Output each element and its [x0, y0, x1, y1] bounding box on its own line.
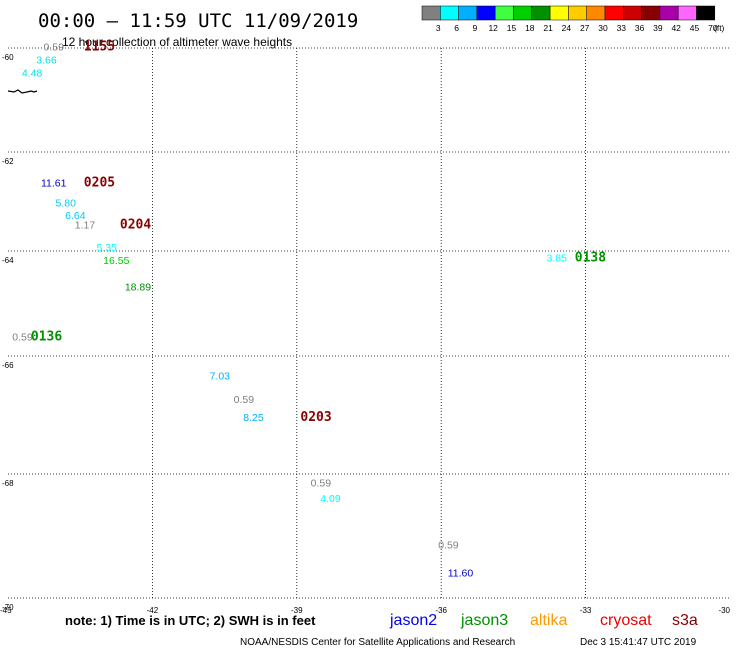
lon-tick-label: -42 [147, 606, 159, 615]
wave-height-value: 18.89 [125, 281, 151, 293]
wave-height-value: 11.60 [448, 567, 474, 579]
wave-height-value: 4.09 [320, 493, 341, 505]
wave-height-value: 4.48 [22, 68, 43, 80]
lat-tick-label: -66 [2, 361, 14, 370]
wave-height-value: 5.35 [96, 242, 117, 254]
wave-height-legend: 3 6 9 12 15 18 21 24 27 30 33 36 39 42 45 70 [421, 5, 718, 33]
pass-time-label: 0136 [31, 329, 62, 344]
wave-height-value: 0.59 [44, 42, 65, 54]
wave-height-value: 0.59 [12, 331, 33, 343]
wave-height-value: 8.25 [243, 412, 264, 424]
lat-tick-label: -60 [2, 53, 14, 62]
legend-swatch [641, 5, 661, 21]
pass-time-label: 1155 [84, 40, 115, 55]
satellite-name: jason2 [389, 612, 437, 629]
pass-time-label: 0204 [120, 218, 151, 233]
legend-bin-label: 42 [671, 23, 681, 33]
wave-height-value: 3.66 [36, 55, 57, 67]
wave-height-value: 7.03 [210, 371, 231, 383]
generated-timestamp: Dec 3 15:41:47 UTC 2019 [580, 637, 697, 648]
legend-bin-label: 6 [454, 23, 459, 33]
satellite-name: s3a [672, 612, 698, 629]
legend-unit: (ft) [714, 23, 725, 33]
coastline [7, 89, 38, 94]
legend-bin-label: 33 [617, 23, 627, 33]
wave-height-value: 1.17 [75, 220, 96, 232]
legend-swatch [604, 5, 624, 21]
wave-height-value: 11.61 [41, 178, 67, 190]
legend-swatch [531, 5, 551, 21]
satellite-name: altika [530, 612, 567, 629]
legend-bin-label: 21 [543, 23, 553, 33]
wave-height-value: 3.85 [547, 253, 568, 265]
lon-tick-label: -39 [291, 606, 303, 615]
legend-swatch [458, 5, 478, 21]
pass-time-label: 0205 [84, 176, 115, 191]
lat-tick-label: -68 [2, 479, 14, 488]
legend-bin-label: 45 [690, 23, 700, 33]
legend-bin-label: 18 [525, 23, 535, 33]
legend-bin-label: 70 [708, 23, 718, 33]
lon-tick-label: -45 [0, 606, 12, 615]
wave-height-value: 16.55 [103, 255, 129, 267]
legend-bin-label: 24 [562, 23, 572, 33]
lon-tick-label: -36 [435, 606, 447, 615]
wave-height-observations: 0.593.664.4811.615.806.641.175.3516.5518… [12, 42, 567, 580]
legend-bin-label: 30 [598, 23, 608, 33]
units-note: note: 1) Time is in UTC; 2) SWH is in fe… [65, 613, 316, 628]
wave-height-value: 5.80 [56, 197, 77, 209]
legend-swatch [494, 5, 514, 21]
wave-height-value: 0.59 [234, 394, 255, 406]
lat-tick-label: -62 [2, 157, 14, 166]
pass-time-label: 0203 [300, 410, 331, 425]
legend-swatch [440, 5, 459, 21]
lat-lon-grid [8, 47, 730, 600]
legend-swatch [421, 5, 441, 21]
legend-swatch [623, 5, 642, 21]
pass-time-label: 0138 [575, 251, 606, 266]
axis-tick-labels: -45 -42 -39 -36 -33 -30 -60 -62 -64 -66 -68 -70 [0, 53, 731, 615]
lon-tick-label: -33 [580, 606, 592, 615]
wave-height-value: 0.59 [438, 539, 459, 551]
legend-swatch [513, 5, 533, 21]
map-subtitle: 12 hour collection of altimeter wave hei… [62, 35, 292, 49]
wave-height-value: 6.64 [65, 210, 86, 222]
pass-time-labels: 1155 0205 0204 0136 0203 0138 [31, 40, 606, 425]
lat-tick-label: -70 [2, 603, 14, 612]
satellite-name: cryosat [600, 612, 652, 629]
legend-bin-label: 39 [653, 23, 663, 33]
legend-swatch [696, 5, 716, 21]
map-title: 00:00 – 11:59 UTC 11/09/2019 [38, 10, 358, 32]
legend-bin-label: 9 [473, 23, 478, 33]
legend-swatch [586, 5, 606, 21]
legend-bin-label: 3 [436, 23, 441, 33]
lat-tick-label: -64 [2, 256, 14, 265]
satellite-name: jason3 [460, 612, 508, 629]
lon-tick-label: -30 [718, 606, 730, 615]
legend-swatch [568, 5, 587, 21]
legend-bin-label: 15 [507, 23, 517, 33]
legend-bin-label: 27 [580, 23, 590, 33]
satellite-legend: jason2 jason3 altika cryosat s3a [389, 612, 698, 629]
legend-swatch [677, 5, 697, 21]
legend-swatch [476, 5, 496, 21]
credit-line: NOAA/NESDIS Center for Satellite Applica… [240, 637, 515, 648]
legend-bin-label: 12 [488, 23, 498, 33]
wave-height-value: 0.59 [311, 477, 332, 489]
legend-bin-label: 36 [635, 23, 645, 33]
legend-swatch [549, 5, 569, 21]
legend-swatch [659, 5, 679, 21]
